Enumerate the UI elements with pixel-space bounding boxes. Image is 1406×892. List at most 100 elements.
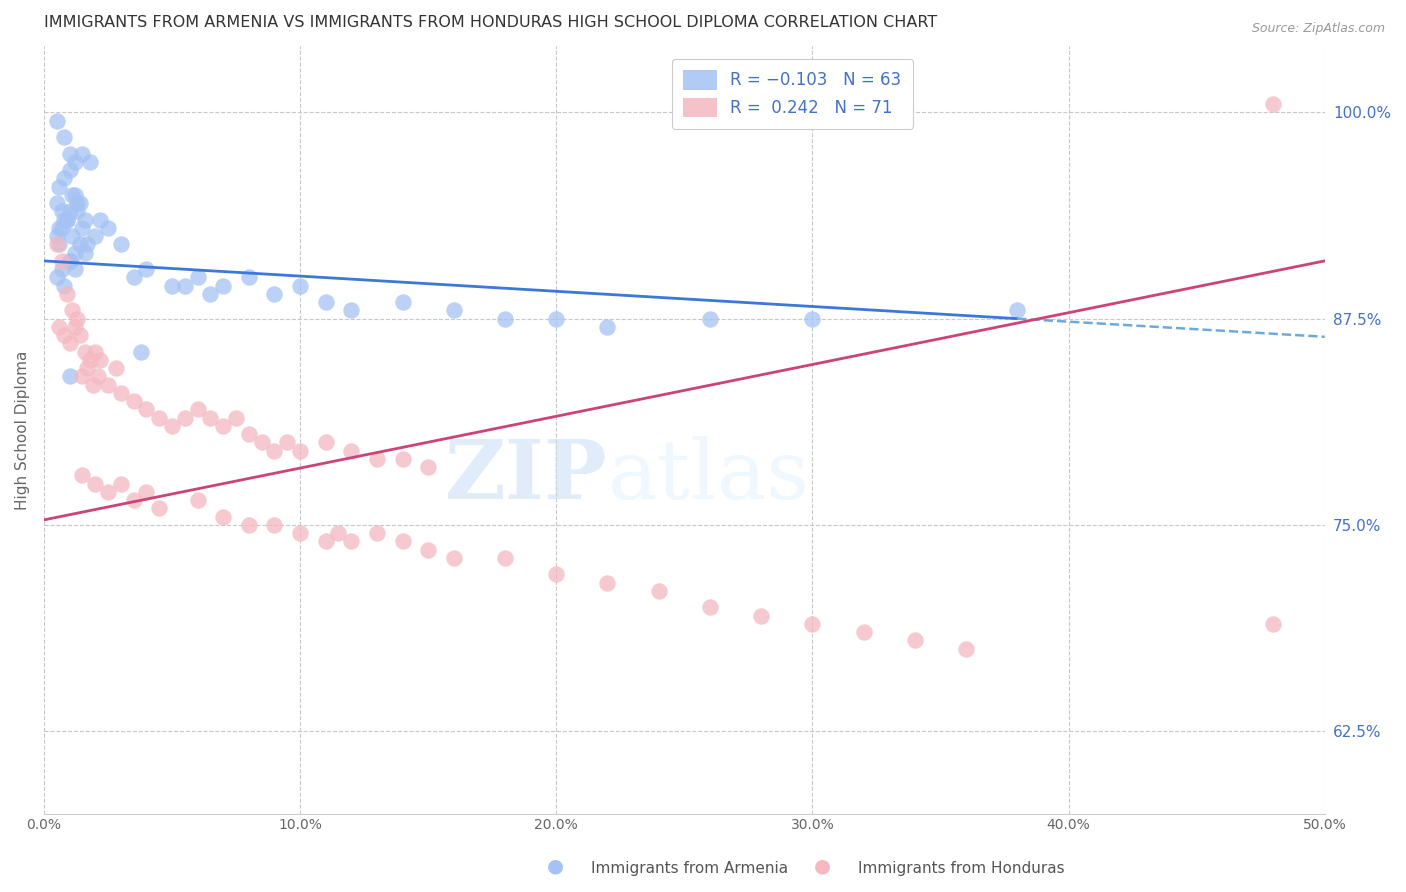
Point xyxy=(69,237,91,252)
Point xyxy=(51,204,73,219)
Point xyxy=(53,212,76,227)
Point xyxy=(58,163,80,178)
Text: Immigrants from Armenia: Immigrants from Armenia xyxy=(591,861,787,876)
Point xyxy=(53,171,76,186)
Point xyxy=(110,385,132,400)
Point xyxy=(48,179,70,194)
Point xyxy=(58,146,80,161)
Point xyxy=(97,377,120,392)
Point xyxy=(315,534,337,549)
Point xyxy=(315,295,337,310)
Point xyxy=(51,253,73,268)
Point xyxy=(596,319,619,334)
Point xyxy=(58,204,80,219)
Point xyxy=(66,204,89,219)
Text: Immigrants from Honduras: Immigrants from Honduras xyxy=(858,861,1064,876)
Point xyxy=(443,550,465,565)
Point xyxy=(72,221,94,235)
Point xyxy=(200,410,222,425)
Point xyxy=(494,311,516,326)
Point xyxy=(48,319,70,334)
Point xyxy=(129,344,152,359)
Point xyxy=(1007,303,1029,318)
Point xyxy=(366,526,388,541)
Point xyxy=(416,460,439,475)
Text: ●: ● xyxy=(547,857,564,876)
Point xyxy=(160,278,183,293)
Point xyxy=(63,245,86,260)
Point xyxy=(97,221,120,235)
Point xyxy=(135,484,157,499)
Point xyxy=(63,262,86,277)
Point xyxy=(58,253,80,268)
Point xyxy=(340,443,363,458)
Point xyxy=(86,369,108,384)
Point xyxy=(852,625,875,640)
Point xyxy=(72,468,94,483)
Point xyxy=(546,311,568,326)
Y-axis label: High School Diploma: High School Diploma xyxy=(15,351,30,509)
Point xyxy=(749,608,772,623)
Point xyxy=(955,641,977,656)
Point xyxy=(76,237,98,252)
Point xyxy=(340,303,363,318)
Point xyxy=(84,229,107,244)
Point xyxy=(187,270,209,285)
Point xyxy=(238,427,260,442)
Point xyxy=(288,526,311,541)
Point xyxy=(51,262,73,277)
Point xyxy=(69,196,91,211)
Point xyxy=(225,410,247,425)
Point xyxy=(148,410,170,425)
Point xyxy=(801,616,824,631)
Point xyxy=(366,451,388,466)
Point xyxy=(58,336,80,351)
Text: ●: ● xyxy=(814,857,831,876)
Point xyxy=(801,311,824,326)
Point xyxy=(89,212,111,227)
Point xyxy=(315,435,337,450)
Point xyxy=(276,435,298,450)
Point xyxy=(84,476,107,491)
Point xyxy=(110,237,132,252)
Point xyxy=(56,212,79,227)
Point xyxy=(63,319,86,334)
Point xyxy=(45,196,67,211)
Point xyxy=(122,394,145,409)
Point xyxy=(104,361,127,376)
Point xyxy=(135,402,157,417)
Point xyxy=(416,542,439,557)
Text: Source: ZipAtlas.com: Source: ZipAtlas.com xyxy=(1251,22,1385,36)
Point xyxy=(250,435,273,450)
Point xyxy=(45,113,67,128)
Point xyxy=(904,633,927,648)
Point xyxy=(79,352,101,367)
Point xyxy=(699,600,721,615)
Point xyxy=(647,583,669,598)
Point xyxy=(53,328,76,343)
Point xyxy=(82,377,104,392)
Point xyxy=(148,501,170,516)
Point xyxy=(66,311,89,326)
Point xyxy=(212,418,235,433)
Point xyxy=(288,443,311,458)
Point xyxy=(60,188,83,202)
Point xyxy=(56,212,79,227)
Point xyxy=(76,361,98,376)
Point xyxy=(110,476,132,491)
Point xyxy=(72,369,94,384)
Text: ZIP: ZIP xyxy=(444,436,607,516)
Point xyxy=(58,253,80,268)
Point xyxy=(173,410,195,425)
Point xyxy=(391,451,413,466)
Point xyxy=(187,402,209,417)
Point xyxy=(45,270,67,285)
Point xyxy=(122,270,145,285)
Point xyxy=(238,517,260,532)
Point xyxy=(288,278,311,293)
Point xyxy=(60,303,83,318)
Point xyxy=(263,443,285,458)
Point xyxy=(340,534,363,549)
Point xyxy=(160,418,183,433)
Point xyxy=(72,146,94,161)
